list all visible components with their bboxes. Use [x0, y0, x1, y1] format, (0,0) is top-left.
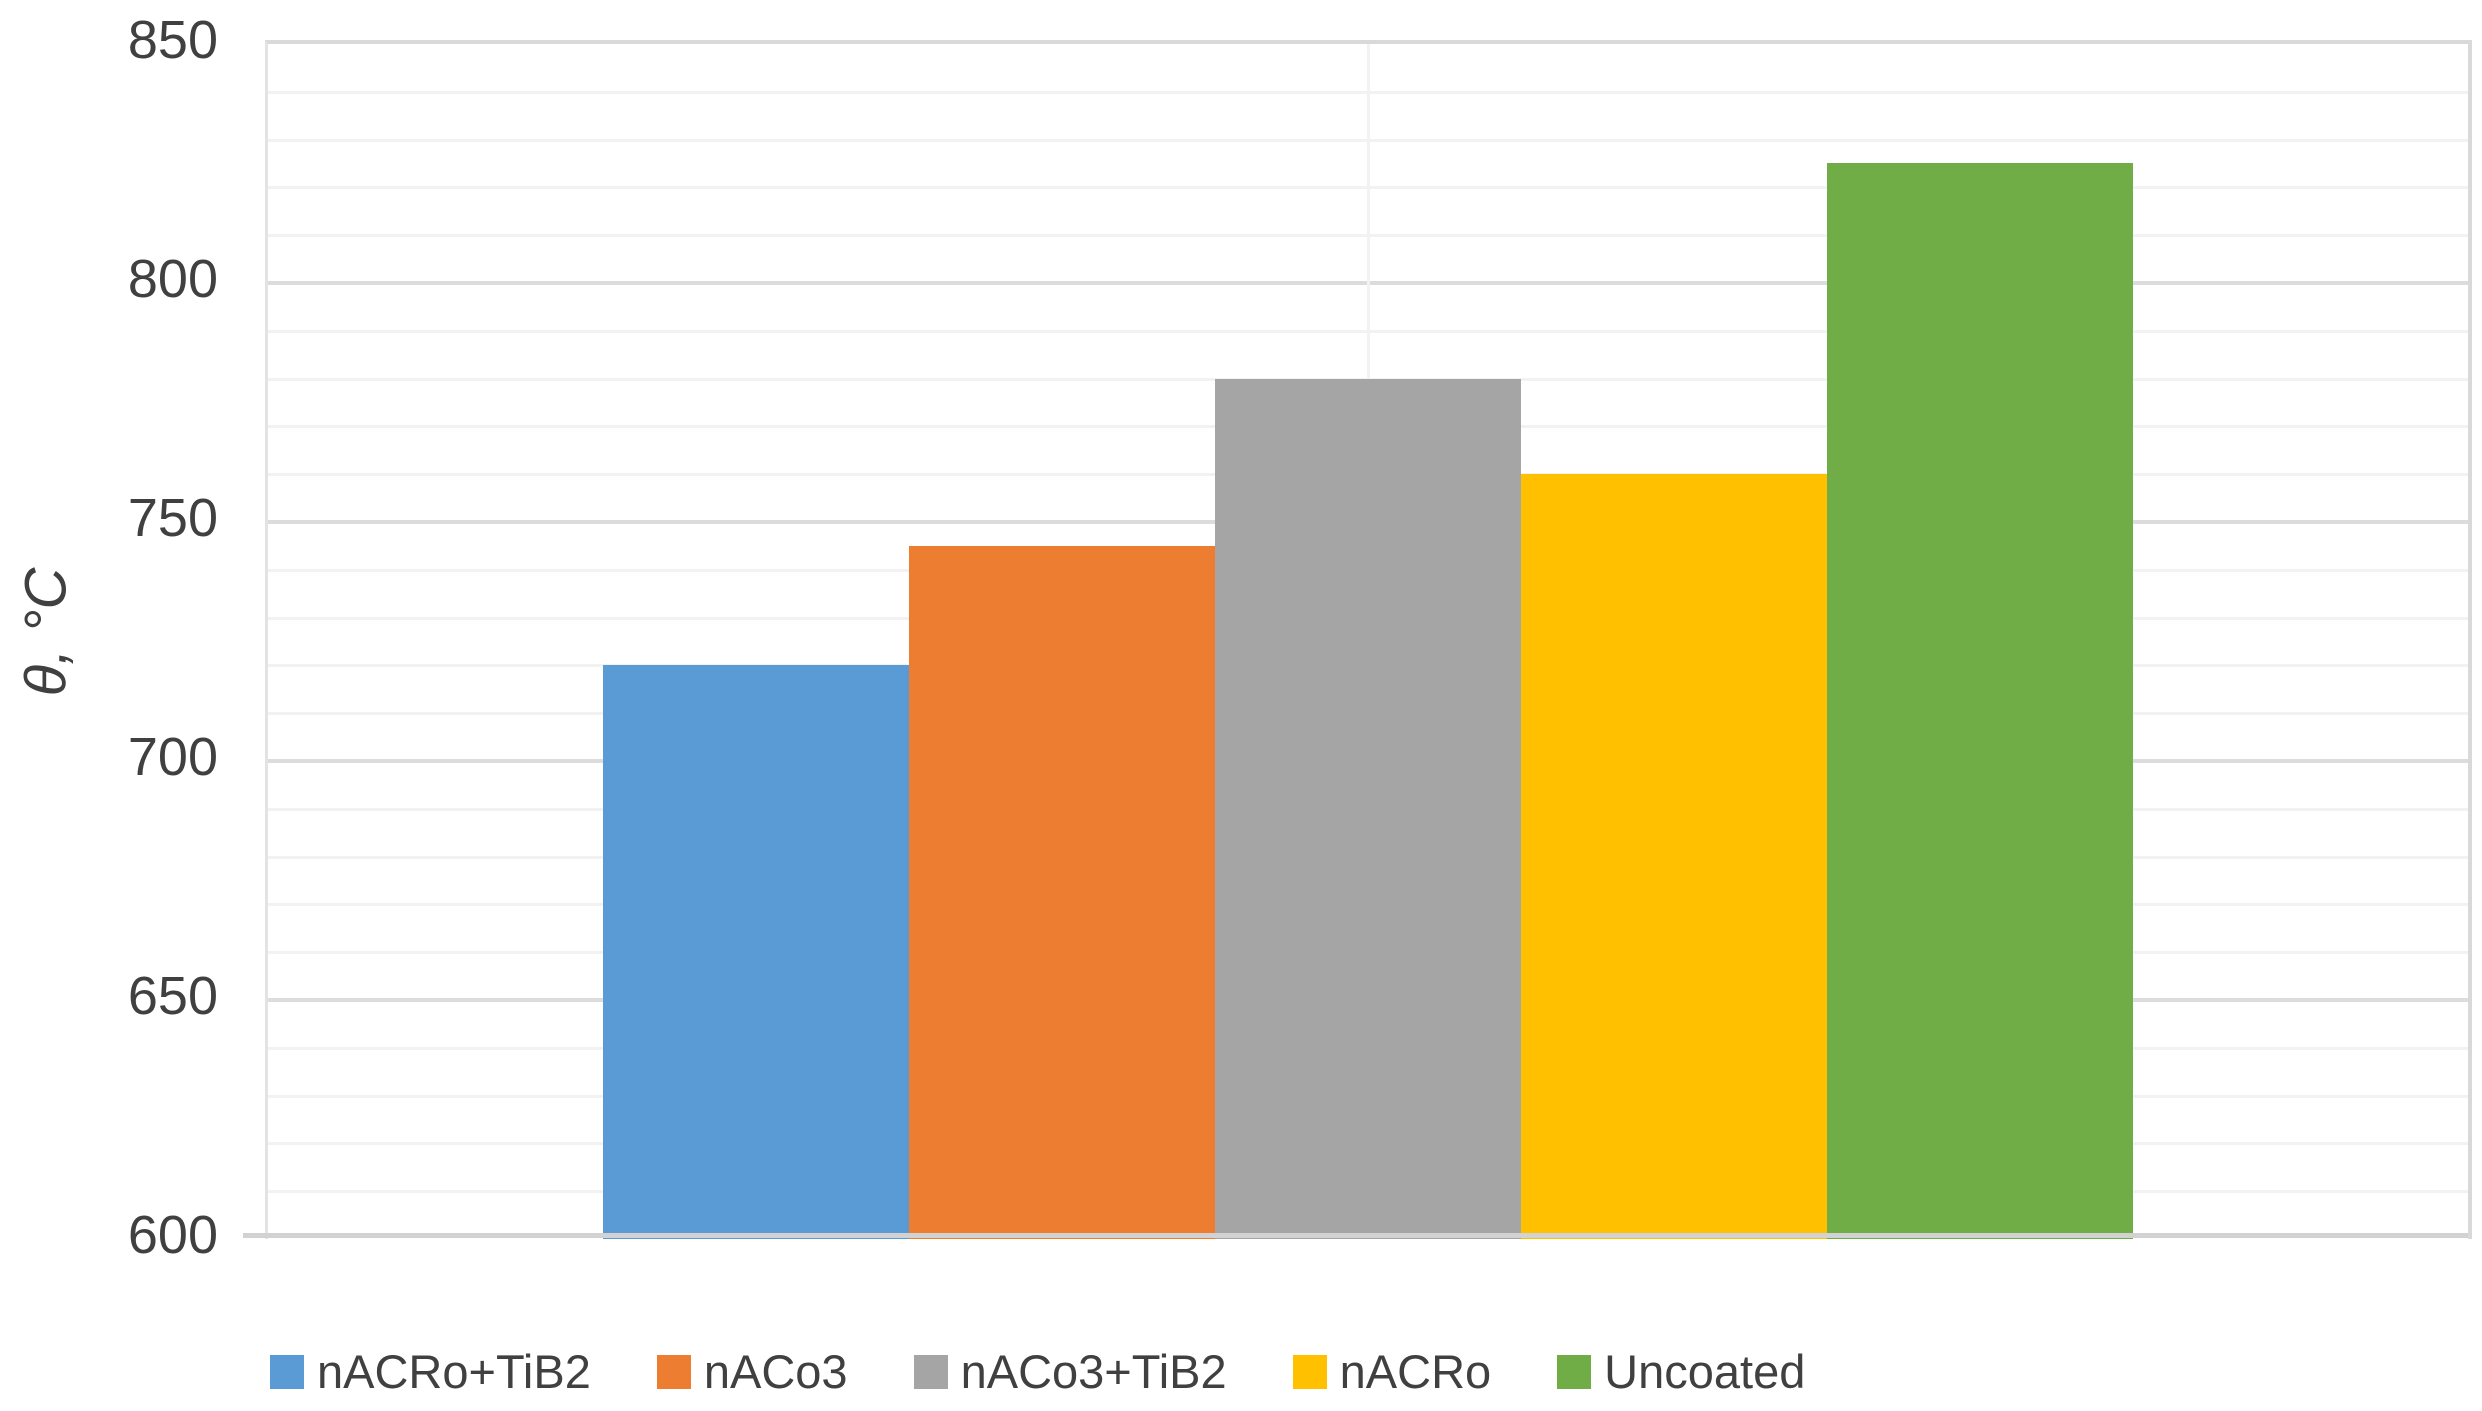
legend-label: Uncoated — [1604, 1345, 1806, 1398]
y-tick-label: 700 — [127, 727, 218, 787]
legend-item-naco3: nACo3 — [656, 1345, 848, 1398]
y-tick-label: 850 — [127, 10, 218, 70]
legend-swatch-icon — [1557, 1355, 1592, 1389]
legend-swatch-icon — [270, 1355, 304, 1389]
bar-naco3-tib2 — [1215, 379, 1521, 1239]
legend-label: nACRo+TiB2 — [317, 1345, 591, 1398]
legend-label: nACo3 — [703, 1345, 848, 1398]
bar-nacro-tib2 — [603, 665, 909, 1239]
legend-label: nACo3+TiB2 — [960, 1345, 1227, 1398]
legend-swatch-icon — [1292, 1355, 1327, 1389]
y-tick-label: 750 — [127, 488, 218, 548]
y-tick-label: 600 — [127, 1205, 218, 1265]
y-tick-label: 650 — [127, 966, 218, 1026]
legend-item-uncoated: Uncoated — [1557, 1346, 1805, 1398]
y-axis-title: θ, °C — [13, 567, 79, 697]
legend-item-nacro-tib2: nACRo+TiB2 — [270, 1346, 591, 1398]
bar-uncoated — [1827, 163, 2133, 1239]
legend-swatch-icon — [913, 1355, 948, 1389]
x-axis-line — [243, 1233, 2468, 1238]
legend-label: nACRo — [1339, 1345, 1492, 1398]
plot-area — [265, 40, 2472, 1239]
bar-naco3 — [909, 546, 1215, 1239]
bar-nacro — [1521, 474, 1827, 1239]
y-tick-label: 800 — [127, 249, 218, 309]
legend-swatch-icon — [656, 1355, 691, 1389]
legend: nACRo+TiB2 nACo3 nACo3+TiB2 nACRo Uncoated — [270, 1346, 2462, 1398]
legend-item-nacro: nACRo — [1292, 1345, 1492, 1398]
legend-item-naco3-tib2: nACo3+TiB2 — [913, 1345, 1227, 1398]
